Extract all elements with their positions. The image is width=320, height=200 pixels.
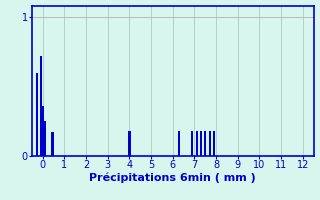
Bar xyxy=(213,131,215,156)
Bar xyxy=(209,131,211,156)
Bar xyxy=(52,132,54,156)
Bar xyxy=(42,106,44,156)
X-axis label: Précipitations 6min ( mm ): Précipitations 6min ( mm ) xyxy=(89,173,256,183)
Bar xyxy=(36,73,38,156)
Bar xyxy=(44,121,46,156)
Bar xyxy=(191,131,193,156)
Bar xyxy=(40,56,42,156)
Bar xyxy=(200,131,202,156)
Bar xyxy=(128,131,131,156)
Bar xyxy=(196,131,198,156)
Bar xyxy=(204,131,206,156)
Bar xyxy=(178,131,180,156)
